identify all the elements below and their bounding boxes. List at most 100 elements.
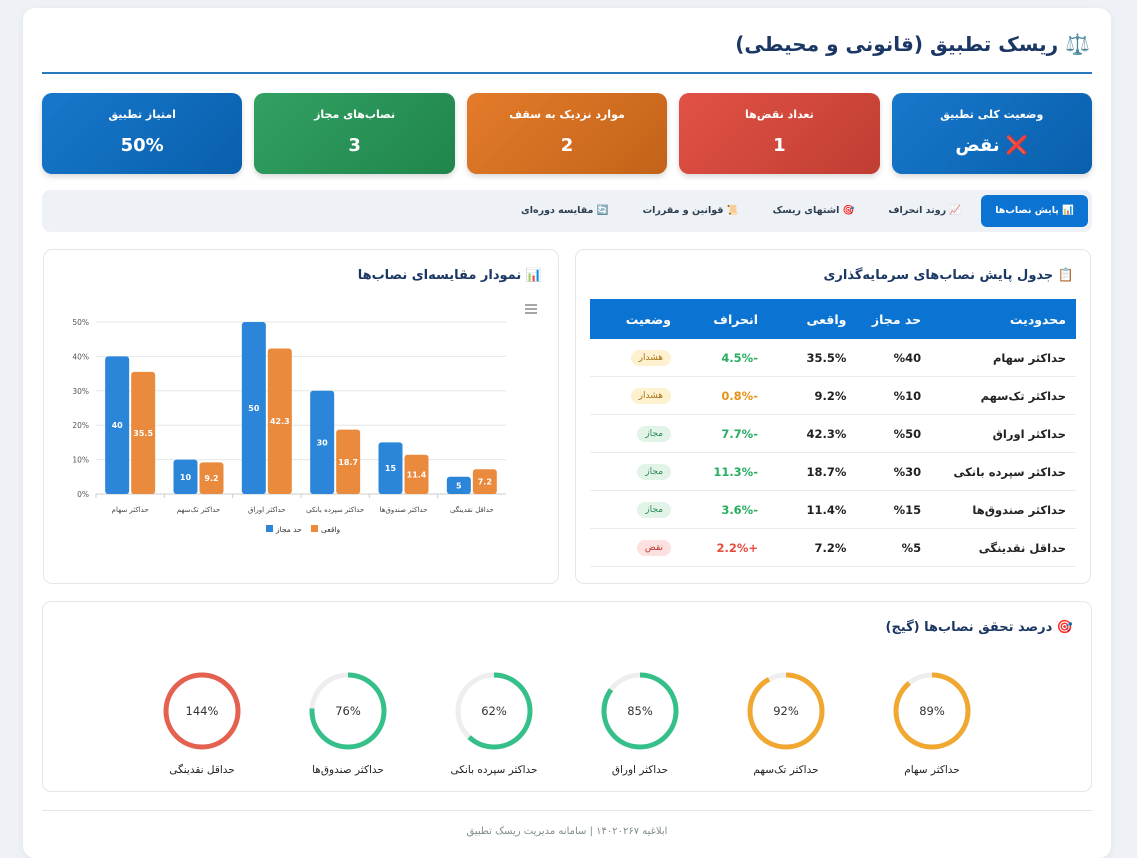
kpi-label: موارد نزدیک به سقف — [509, 108, 625, 121]
gauge-value: 144% — [186, 704, 219, 718]
column-header: حد مجاز — [856, 299, 932, 339]
gauge-arc — [747, 672, 825, 750]
kpi-label: امتیاز تطبیق — [108, 108, 176, 121]
table-row: حداکثر سهام %40 35.5% -4.5% هشدار — [590, 339, 1076, 377]
bar — [446, 476, 471, 494]
table-row: حداکثر سپرده بانکی %30 18.7% -11.3% مجاز — [590, 452, 1076, 491]
table-cell: %40 — [856, 339, 932, 377]
kpi-row: وضعیت کلی تطبیق ❌ نقض تعداد نقض‌ها 1 موارد ن… — [41, 93, 1092, 174]
chart-panel: 📊 نمودار مقایسه‌ای نصاب‌ها 0% 10% 20% 30% 40… — [43, 249, 559, 584]
gauge-dial: 62% — [455, 672, 533, 750]
page: ⚖️ ریسک تطبیق (قانونی و محیطی) وضعیت کلی… — [23, 8, 1111, 858]
footer-rule — [42, 810, 1092, 811]
gauge: 76% حداکثر صندوق‌ها — [275, 666, 421, 776]
bar — [131, 371, 156, 494]
tab[interactable]: 🔄 مقایسه دوره‌ای — [521, 205, 609, 216]
bar — [267, 348, 292, 494]
kpi-label: نصاب‌های مجاز — [314, 108, 396, 121]
tab[interactable]: 📊 پایش نصاب‌ها — [981, 195, 1088, 227]
gauge-dial: 92% — [747, 672, 825, 750]
legend-swatch — [311, 525, 318, 532]
column-header: محدودیت — [931, 299, 1076, 339]
chart-title: 📊 نمودار مقایسه‌ای نصاب‌ها — [357, 268, 542, 283]
table-cell: 9.2% — [768, 376, 857, 415]
status-cell: نقض — [590, 528, 682, 567]
footer: ابلاغیه ۱۴۰۲۰۲۶۷ | سامانه مدیریت ریسک تط… — [466, 826, 668, 837]
status-badge: مجاز — [637, 464, 672, 480]
column-header: انحراف — [681, 299, 768, 339]
tab[interactable]: 🎯 اشتهای ریسک — [772, 205, 855, 216]
x-tick-label: حداکثر تک‌سهم — [177, 506, 220, 514]
gauge-arc — [601, 672, 679, 750]
bar — [472, 469, 497, 494]
bar — [241, 322, 266, 494]
bar-chart: 0% 10% 20% 30% 40% 50% حداکثر سهام 40 35.5 حداکثر… — [72, 304, 537, 534]
kpi-card: نصاب‌های مجاز 3 — [254, 93, 455, 174]
gauge-row: 89% حداکثر سهام 92% حداکثر تک‌سهم 85% حداکثر … — [43, 666, 1091, 776]
kpi-label: وضعیت کلی تطبیق — [940, 108, 1044, 121]
bar-value-label: 50 — [248, 404, 260, 413]
table-panel: 📋 جدول پایش نصاب‌های سرمایه‌گذاری محدودی… — [575, 249, 1091, 584]
table-row: حداکثر تک‌سهم %10 9.2% -0.8% هشدار — [590, 376, 1076, 415]
bar — [173, 459, 198, 494]
kpi-card: امتیاز تطبیق 50% — [41, 93, 243, 174]
gauge-dial: 76% — [309, 672, 387, 750]
bar-value-label: 5 — [456, 481, 462, 490]
y-tick-label: 10% — [72, 456, 89, 465]
gauge-value: 92% — [773, 704, 799, 718]
gauge-value: 85% — [627, 704, 653, 718]
legend-label: واقعی — [321, 525, 341, 534]
data-table: محدودیت حد مجاز واقعی انحراف وضعیت حداکثر سها… — [590, 299, 1076, 567]
status-cell: هشدار — [590, 339, 682, 377]
kpi-value: ❌ نقض — [955, 135, 1029, 156]
legend-swatch — [266, 525, 273, 532]
gauge-panel: 🎯 درصد تحقق نصاب‌ها (گیج) 89% حداکثر سهام… — [42, 601, 1092, 792]
status-cell: مجاز — [590, 452, 682, 491]
bar — [404, 454, 429, 494]
table-cell: -11.3% — [681, 452, 768, 491]
table-cell: حداقل نقدینگی — [931, 528, 1076, 567]
table-cell: حداکثر سهام — [931, 339, 1076, 377]
bar — [310, 390, 335, 494]
table-row: حداکثر صندوق‌ها %15 11.4% -3.6% مجاز — [590, 490, 1076, 529]
gauge-label: حداکثر اوراق — [611, 764, 669, 776]
x-tick-label: حداکثر اوراق — [248, 506, 286, 514]
bar-value-label: 7.2 — [478, 478, 492, 487]
gauge-arc — [309, 672, 387, 750]
status-badge: مجاز — [637, 426, 672, 442]
bar-value-label: 30 — [317, 438, 329, 447]
table-cell: %15 — [856, 490, 932, 529]
table-title: 📋 جدول پایش نصاب‌های سرمایه‌گذاری — [823, 268, 1075, 283]
gauge-label: حداکثر صندوق‌ها — [312, 764, 384, 776]
gauge-title: 🎯 درصد تحقق نصاب‌ها (گیج) — [885, 620, 1074, 635]
y-tick-label: 30% — [72, 387, 89, 396]
table-cell: 7.2% — [768, 528, 857, 567]
tab[interactable]: 📜 قوانین و مقررات — [642, 205, 739, 216]
gauge: 144% حداقل نقدینگی — [129, 666, 275, 776]
bar-value-label: 42.3 — [270, 417, 290, 426]
gauge-label: حداقل نقدینگی — [169, 764, 235, 776]
x-tick-label: حداکثر سهام — [112, 506, 149, 514]
bar — [378, 442, 403, 494]
bar-value-label: 9.2 — [204, 474, 218, 483]
gauge: 89% حداکثر سهام — [859, 666, 1005, 776]
gauge-arc — [455, 672, 533, 750]
status-badge: هشدار — [630, 350, 672, 366]
bar-value-label: 11.4 — [407, 470, 427, 479]
status-cell: مجاز — [590, 414, 682, 453]
table-cell: %50 — [856, 414, 932, 453]
dashboard-card: ⚖️ ریسک تطبیق (قانونی و محیطی) وضعیت کلی… — [23, 8, 1111, 858]
page-title: ⚖️ ریسک تطبیق (قانونی و محیطی) — [735, 32, 1090, 56]
status-badge: نقض — [636, 540, 672, 556]
bar — [336, 429, 361, 494]
gauge-dial: 144% — [163, 672, 241, 750]
status-cell: هشدار — [590, 376, 682, 415]
bar-value-label: 18.7 — [338, 458, 358, 467]
gauge-arc — [163, 672, 241, 750]
y-tick-label: 40% — [72, 352, 89, 361]
tab[interactable]: 📈 روند انحراف — [888, 205, 962, 216]
kpi-value: 50% — [120, 135, 164, 156]
status-badge: مجاز — [637, 502, 672, 518]
column-header: واقعی — [768, 299, 857, 339]
kpi-value: 1 — [773, 135, 786, 156]
